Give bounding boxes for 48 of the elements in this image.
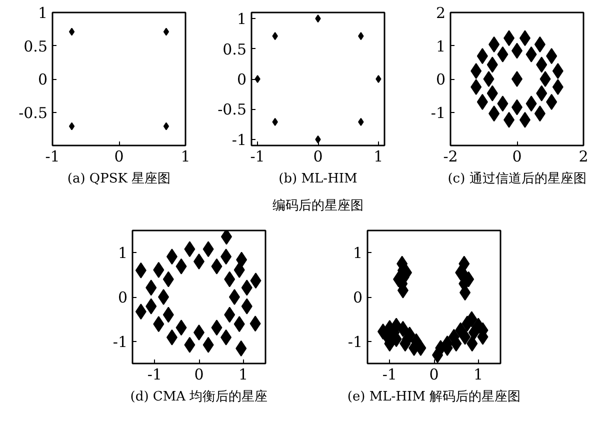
y-tick-label: 1 (38, 4, 48, 22)
point (358, 118, 364, 126)
x-tick-label: 0 (194, 366, 204, 384)
y-tick-label: -0.5 (18, 104, 48, 122)
x-tick-label: -2 (443, 148, 458, 166)
point (315, 135, 321, 144)
text: (c) 通过信道后的星座图 (448, 170, 586, 186)
x-tick-label: 1 (374, 148, 384, 166)
point (272, 32, 278, 40)
y-tick-label: 0 (118, 288, 128, 306)
point (158, 289, 170, 305)
text: (d) CMA 均衡后的星座 (130, 388, 268, 404)
y-tick-label: 1 (236, 10, 247, 28)
x-tick-label: 1 (474, 366, 484, 384)
x-tick-label: 0 (313, 148, 323, 166)
y-tick-label: 2 (436, 4, 446, 22)
y-tick-label: 1 (118, 244, 128, 262)
y-tick-label: -1 (348, 332, 363, 351)
y-tick-label: -1 (112, 332, 128, 351)
y-tick-label: -1 (232, 130, 247, 149)
y-tick-label: -0.5 (218, 100, 247, 119)
x-tick-label: -1 (147, 366, 162, 384)
point (315, 14, 321, 23)
x-tick-label: -1 (382, 366, 397, 384)
y-tick-label: 0 (352, 288, 363, 306)
point (228, 289, 240, 305)
x-tick-label: -1 (250, 148, 265, 166)
point (254, 75, 260, 83)
point (483, 71, 494, 87)
y-tick-label: 0 (436, 70, 446, 88)
y-tick-label: 1 (436, 37, 446, 56)
text: (e) ML-HIM 解码后的星座图 (347, 388, 521, 404)
x-tick-label: 1 (180, 148, 190, 166)
point (358, 32, 364, 40)
point (220, 230, 232, 245)
x-tick-label: 2 (578, 148, 588, 166)
text: (b) ML-HIM 编码后的星座图 (272, 172, 364, 214)
point (272, 118, 278, 126)
y-tick-label: 0.5 (24, 37, 48, 56)
point (540, 71, 551, 87)
x-tick-label: 0 (512, 148, 522, 166)
text: (a) QPSK 星座图 (67, 170, 171, 186)
y-tick-label: -1 (430, 104, 446, 122)
y-tick-label: 1 (352, 244, 363, 262)
y-tick-label: 0.5 (222, 40, 247, 58)
y-tick-label: 0 (236, 70, 247, 88)
point (376, 75, 382, 83)
y-tick-label: 0 (38, 70, 48, 88)
